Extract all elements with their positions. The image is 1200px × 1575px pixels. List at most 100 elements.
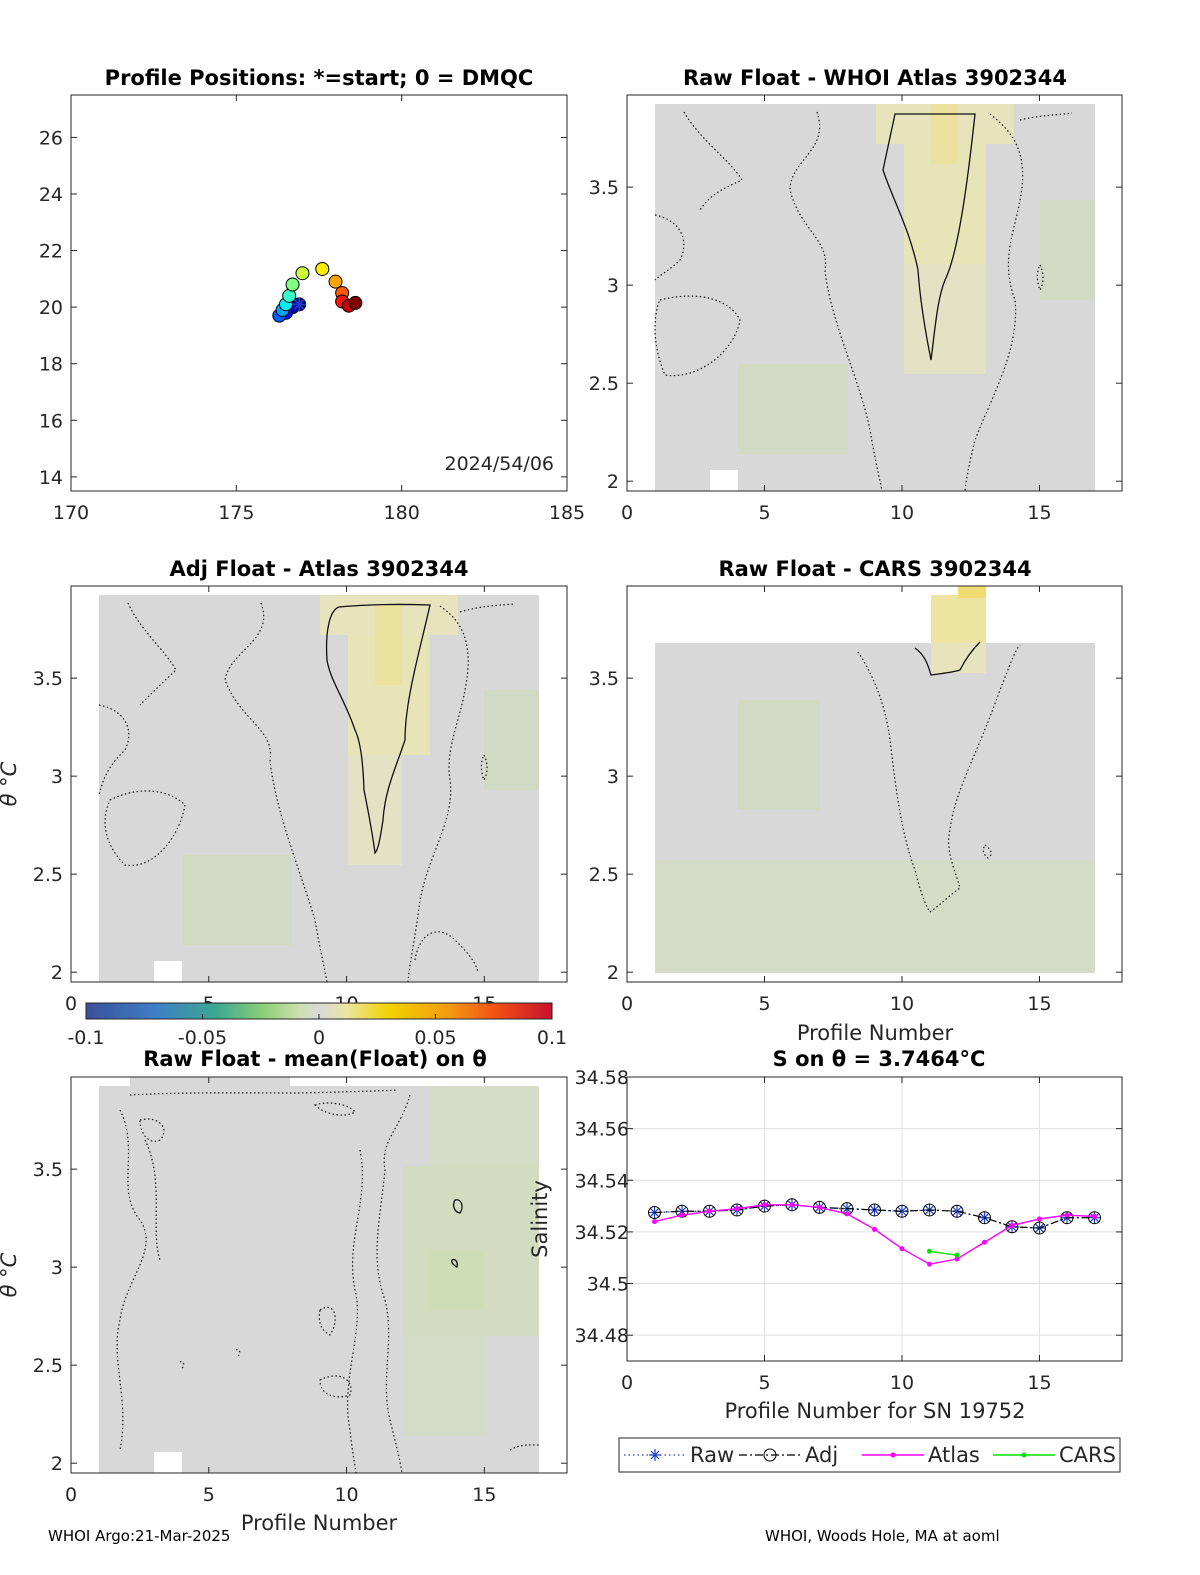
profile-position-marker (348, 295, 363, 310)
mean-panel: Raw Float - mean(Float) on θ (0, 1047, 568, 1535)
y-tick-label: 2.5 (33, 864, 63, 886)
y-tick-label: 3 (607, 275, 619, 297)
data-point (927, 1261, 932, 1267)
data-point (652, 1219, 657, 1225)
salinity-series (648, 1198, 1101, 1267)
colorbar-ticks: -0.1 -0.05 0 0.05 0.1 (67, 1014, 567, 1049)
x-tick-label: 15 (472, 1484, 496, 1506)
x-tick-label: 0 (65, 1484, 77, 1506)
colorbar-tick-label: -0.1 (67, 1027, 104, 1049)
raw-cars-axes (626, 585, 1123, 983)
data-point (954, 1256, 960, 1262)
data-point (707, 1208, 712, 1214)
y-tick-label: 3.5 (589, 668, 619, 690)
raw-atlas-title: Raw Float - WHOI Atlas 3902344 (683, 66, 1067, 90)
y-tick-label: 34.52 (575, 1222, 629, 1244)
y-tick-label: 3 (51, 1257, 63, 1279)
y-tick-label: 24 (39, 184, 63, 206)
raw-cars-heatmap (655, 586, 1095, 973)
x-tick-label: 5 (758, 1372, 770, 1394)
y-tick-label: 22 (39, 241, 63, 263)
data-point (1009, 1222, 1015, 1228)
adj-atlas-contours (98, 602, 516, 983)
raw-atlas-heatmap (655, 104, 1095, 491)
x-tick-label: 185 (549, 502, 585, 524)
data-point (978, 1211, 991, 1225)
y-tick-label: 2 (51, 1453, 63, 1475)
positions-axes (70, 94, 568, 492)
legend-label: Raw (690, 1443, 734, 1467)
salinity-axes (626, 1076, 1123, 1362)
salinity-legend: Raw Adj Atlas CARS (618, 1437, 1121, 1473)
raw-cars-xlabel: Profile Number (797, 1021, 954, 1045)
mean-ylabel: θ °C (0, 1252, 21, 1297)
x-tick-label: 0 (621, 993, 633, 1015)
y-tick-label: 2 (51, 962, 63, 984)
salinity-xlabel: Profile Number for SN 19752 (724, 1399, 1025, 1423)
y-tick-label: 3 (51, 766, 63, 788)
raw-atlas-axes (626, 94, 1123, 492)
raw-cars-contours (857, 641, 1021, 913)
y-tick-label: 2 (607, 471, 619, 493)
x-tick-label: 15 (1027, 1372, 1051, 1394)
y-tick-label: 2.5 (33, 1355, 63, 1377)
colorbar-tick-label: 0 (313, 1027, 325, 1049)
y-tick-label: 2.5 (589, 373, 619, 395)
series-line-adj (654, 1204, 1095, 1229)
footer-left: WHOI Argo:21-Mar-2025 (48, 1527, 231, 1545)
x-tick-label: 175 (218, 502, 254, 524)
raw-atlas-contours (654, 111, 1073, 492)
adj-atlas-heatmap (99, 595, 539, 982)
data-point (954, 1252, 960, 1258)
salinity-panel: S on θ = 3.7464°C 0 5 10 15 34.48 34.5 34.52 34… (528, 1047, 1123, 1473)
y-tick-label: 2 (607, 962, 619, 984)
adj-atlas-ylabel: θ °C (0, 761, 21, 806)
adj-atlas-axes (70, 585, 568, 983)
x-tick-label: 15 (1027, 502, 1051, 524)
positions-date-annotation: 2024/54/06 (444, 453, 554, 475)
y-tick-label: 2.5 (589, 864, 619, 886)
legend-label: CARS (1059, 1443, 1116, 1467)
profile-position-marker (328, 274, 343, 289)
salinity-title: S on θ = 3.7464°C (773, 1047, 986, 1071)
raw-cars-title: Raw Float - CARS 3902344 (718, 557, 1031, 581)
data-point (844, 1211, 850, 1217)
start-marker (292, 297, 307, 312)
data-point (872, 1226, 877, 1232)
colorbar-tick-label: -0.05 (178, 1027, 227, 1049)
data-point (950, 1204, 964, 1218)
x-tick-label: 0 (65, 993, 77, 1015)
positions-title: Profile Positions: *=start; 0 = DMQC (105, 66, 534, 90)
y-tick-label: 34.56 (575, 1119, 629, 1141)
x-tick-label: 5 (758, 502, 770, 524)
mean-axes (70, 1076, 568, 1474)
y-tick-label: 3.5 (589, 177, 619, 199)
data-point (1092, 1213, 1097, 1219)
salinity-ylabel: Salinity (528, 1180, 552, 1258)
data-point (982, 1239, 987, 1245)
y-tick-label: 20 (39, 297, 63, 319)
legend-label: Adj (805, 1443, 838, 1467)
data-point (762, 1202, 767, 1208)
data-point (1060, 1211, 1074, 1225)
y-tick-label: 34.48 (575, 1325, 629, 1347)
x-tick-label: 10 (890, 993, 914, 1015)
x-tick-label: 0 (621, 502, 633, 524)
y-tick-label: 34.54 (575, 1170, 629, 1192)
positions-ticks: 170 175 180 185 14 16 18 20 22 24 26 (39, 95, 585, 524)
y-tick-label: 14 (39, 467, 63, 489)
data-point (817, 1204, 822, 1210)
legend-label: Atlas (928, 1443, 980, 1467)
data-point (1088, 1211, 1101, 1225)
raw-atlas-ticks: 0 5 10 15 2 2.5 3 3.5 (589, 95, 1122, 524)
salinity-axes-bg (627, 1077, 1122, 1361)
y-tick-label: 26 (39, 127, 63, 149)
mean-ticks: 0 5 10 15 2 2.5 3 3.5 (33, 1077, 567, 1506)
series-cars (927, 1248, 960, 1258)
legend-item-cars: CARS (993, 1443, 1116, 1467)
mean-xlabel: Profile Number (241, 1511, 398, 1535)
y-tick-label: 18 (39, 354, 63, 376)
data-point (899, 1246, 905, 1252)
profile-position-marker (315, 261, 330, 276)
